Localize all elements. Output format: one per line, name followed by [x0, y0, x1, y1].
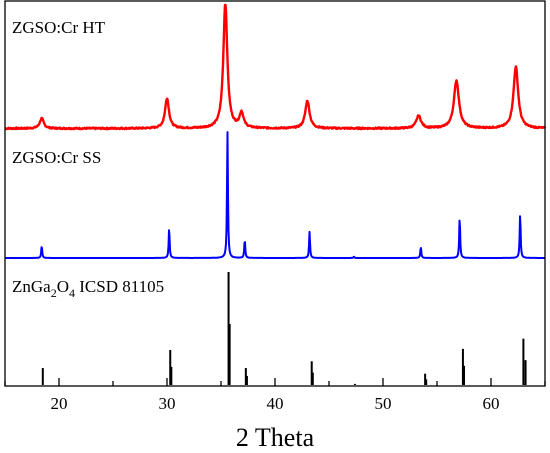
panel-label-icsd: ZnGa2O4 ICSD 81105 — [12, 277, 164, 300]
pattern-line-ht — [4, 3, 547, 131]
x-tick-label: 30 — [159, 394, 176, 413]
x-tick-label: 40 — [267, 394, 284, 413]
x-tick-label: 50 — [375, 394, 392, 413]
pattern-line-ss — [4, 131, 546, 259]
x-ticks: 20 30 40 50 60 — [4, 378, 546, 413]
panel-label-ss: ZGSO:Cr SS — [12, 148, 101, 167]
icsd-formula-part: ZnGa — [12, 277, 51, 296]
traces — [4, 3, 547, 385]
plot-frame — [4, 0, 546, 387]
panel-label-ht: ZGSO:Cr HT — [12, 18, 106, 37]
x-tick-label: 20 — [51, 394, 68, 413]
icsd-subscript: 4 — [69, 286, 75, 300]
icsd-reference: ICSD 81105 — [75, 277, 164, 296]
icsd-subscript: 2 — [51, 286, 57, 300]
x-axis-title: 2 Theta — [236, 423, 315, 452]
icsd-formula-part: O — [57, 277, 69, 296]
x-tick-label: 60 — [483, 394, 500, 413]
